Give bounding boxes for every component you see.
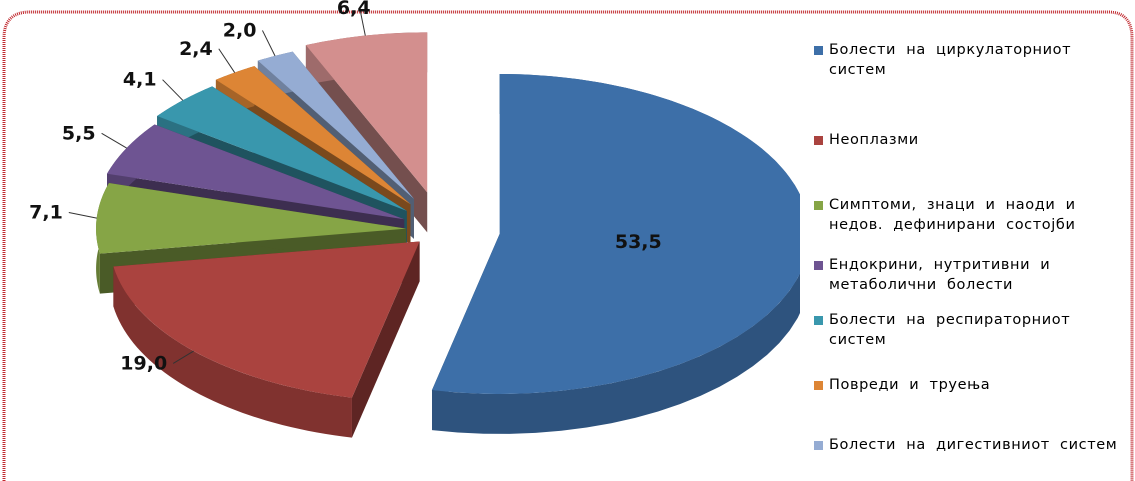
legend-swatch bbox=[814, 136, 823, 145]
legend-item-5: Болести на респираторниот систем bbox=[814, 310, 1124, 350]
legend-item-3: Симптоми, знаци и наоди и недов. дефинир… bbox=[814, 195, 1124, 235]
legend-label: Болести на респираторниот систем bbox=[829, 312, 1071, 348]
leader-line-3 bbox=[68, 212, 97, 219]
leader-line-6 bbox=[218, 48, 236, 73]
pie-slice-2 bbox=[113, 241, 420, 438]
legend-swatch bbox=[814, 261, 823, 270]
legend-item-6: Повреди и труења bbox=[814, 375, 1124, 395]
legend-item-4: Ендокрини, нутритивни и метаболични боле… bbox=[814, 255, 1124, 295]
legend-label: Болести на дигестивниот систем bbox=[829, 437, 1118, 453]
legend-item-1: Болести на циркулаторниот систем bbox=[814, 40, 1124, 80]
legend-item-2: Неоплазми bbox=[814, 130, 1124, 150]
pie-slice-1 bbox=[432, 73, 800, 434]
leader-line-4 bbox=[101, 132, 127, 149]
chart-legend: Болести на циркулаторниот систем Неоплазм… bbox=[814, 40, 1124, 470]
legend-label: Болести на циркулаторниот систем bbox=[829, 42, 1072, 78]
legend-label: Повреди и труења bbox=[829, 377, 991, 393]
leader-line-7 bbox=[261, 30, 276, 57]
legend-swatch bbox=[814, 201, 823, 210]
leader-line-2 bbox=[172, 350, 194, 364]
legend-swatch bbox=[814, 46, 823, 55]
legend-swatch bbox=[814, 316, 823, 325]
legend-label: Неоплазми bbox=[829, 132, 919, 148]
data-label-8: 6,4 bbox=[337, 0, 371, 19]
leader-line-8 bbox=[359, 7, 366, 36]
chart-border bbox=[2, 10, 1134, 481]
data-label-6: 2,4 bbox=[179, 38, 213, 60]
leader-line-5 bbox=[162, 79, 184, 101]
legend-item-7: Болести на дигестивниот систем bbox=[814, 435, 1124, 455]
data-label-5: 4,1 bbox=[123, 69, 157, 91]
pie-chart: 53,5 19,0 7,1 5,5 4,1 2,4 2,0 6,4 bbox=[29, 0, 800, 438]
data-label-3: 7,1 bbox=[29, 202, 63, 224]
legend-swatch bbox=[814, 441, 823, 450]
data-label-7: 2,0 bbox=[223, 19, 257, 41]
data-label-4: 5,5 bbox=[62, 122, 96, 144]
legend-swatch bbox=[814, 381, 823, 390]
data-label-1: 53,5 bbox=[615, 231, 662, 253]
data-label-2: 19,0 bbox=[120, 352, 167, 374]
legend-label: Симптоми, знаци и наоди и недов. дефинир… bbox=[829, 197, 1076, 233]
legend-label: Ендокрини, нутритивни и метаболични боле… bbox=[829, 257, 1051, 293]
